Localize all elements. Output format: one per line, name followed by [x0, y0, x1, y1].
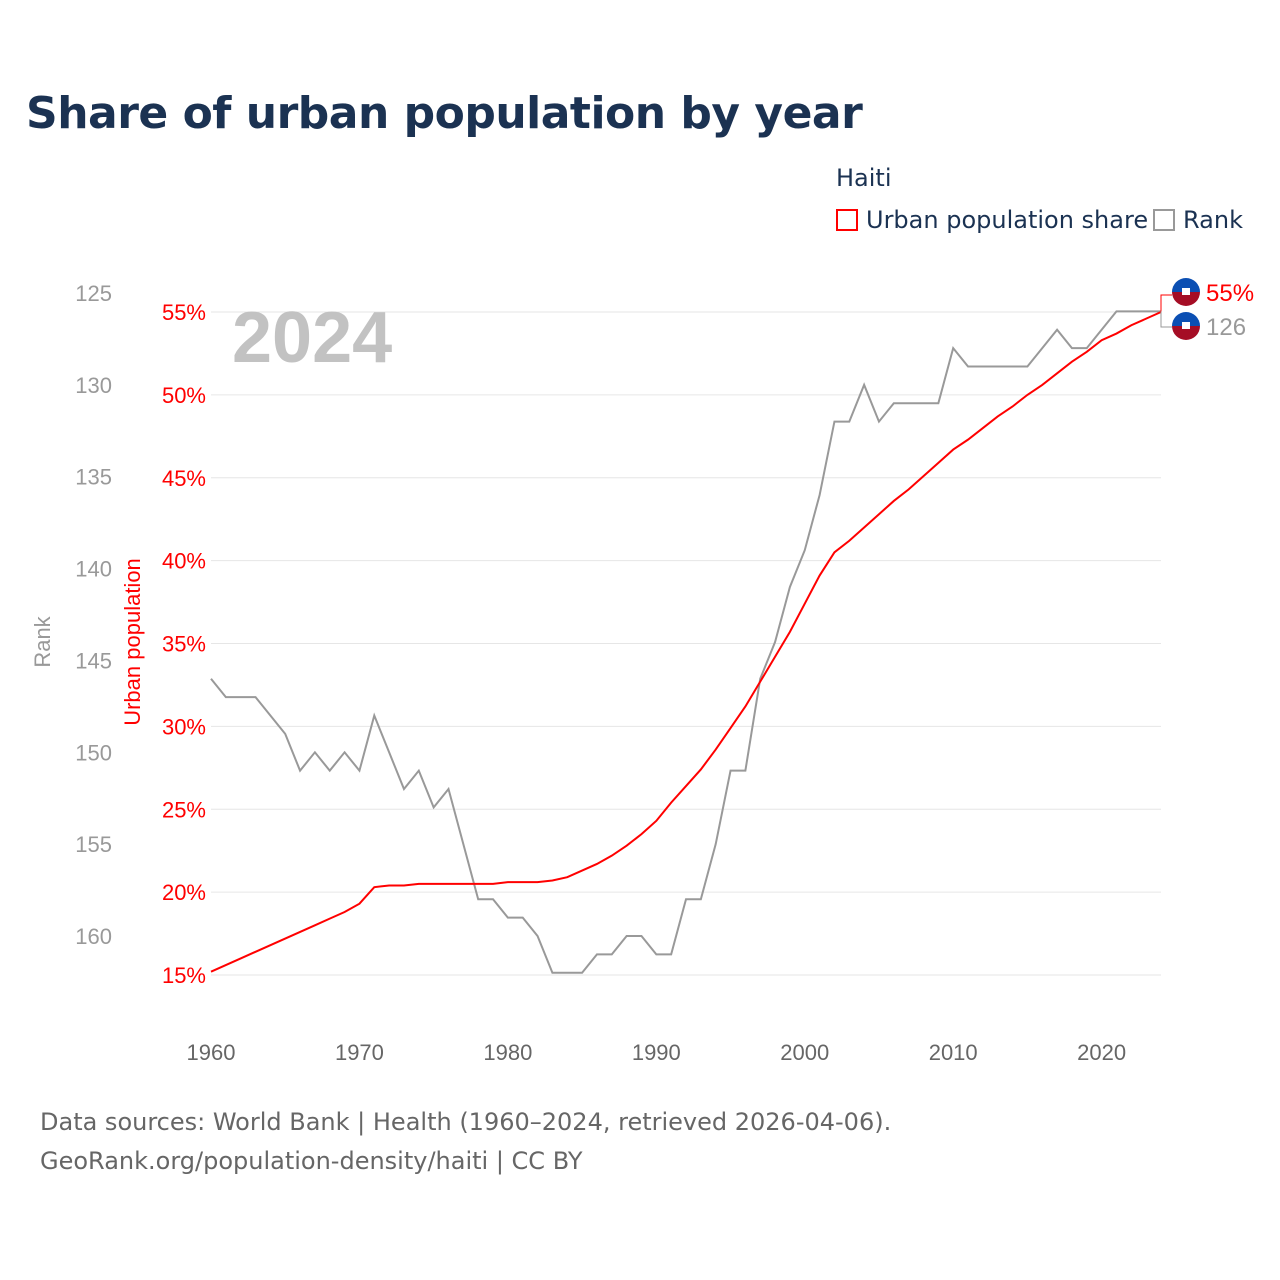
footer-link[interactable]: GeoRank.org/population-density/haiti | C…	[40, 1147, 583, 1175]
legend-title: Haiti	[836, 164, 892, 192]
footer-sources: Data sources: World Bank | Health (1960–…	[40, 1108, 892, 1136]
y-left-tick-label: 40%	[162, 549, 206, 574]
x-tick-label: 2010	[929, 1040, 978, 1065]
year-watermark: 2024	[232, 298, 392, 378]
end-value-label: 126	[1206, 314, 1246, 341]
x-tick-label: 1970	[335, 1040, 384, 1065]
y-left-tick-label: 50%	[162, 383, 206, 408]
urban-share-line	[210, 311, 1162, 973]
x-tick-label: 1990	[632, 1040, 681, 1065]
y-right-tick-label: 155	[75, 832, 112, 857]
y-right-tick-label: 130	[75, 373, 112, 398]
haiti-flag-icon	[1172, 326, 1200, 340]
y-right-tick-label: 125	[75, 281, 112, 306]
haiti-flag-emblem	[1182, 322, 1190, 329]
legend-swatch-rank	[1153, 209, 1175, 231]
legend-item-rank[interactable]: Rank	[1153, 206, 1243, 234]
legend-label: Urban population share	[866, 206, 1149, 234]
haiti-flag-icon	[1172, 312, 1200, 326]
haiti-flag-icon	[1172, 278, 1200, 292]
y-left-tick-label: 20%	[162, 880, 206, 905]
y-left-tick-label: 45%	[162, 466, 206, 491]
connector-rank	[1160, 311, 1172, 328]
legend-item-urban[interactable]: Urban population share	[836, 206, 1148, 234]
legend-label: Rank	[1183, 206, 1243, 234]
y-left-tick-label: 25%	[162, 797, 206, 822]
end-value-label: 55%	[1206, 280, 1254, 307]
y-right-tick-label: 145	[75, 648, 112, 673]
haiti-flag-icon	[1172, 292, 1200, 306]
rank-line	[210, 310, 1161, 974]
haiti-flag-emblem	[1182, 288, 1190, 295]
connector-urban	[1160, 294, 1172, 312]
x-tick-label: 1980	[483, 1040, 532, 1065]
y-left-tick-label: 15%	[162, 963, 206, 988]
x-tick-label: 2000	[780, 1040, 829, 1065]
y-right-tick-label: 150	[75, 740, 112, 765]
y-right-tick-label: 135	[75, 465, 112, 490]
y-right-tick-label: 140	[75, 557, 112, 582]
y-left-axis-label: Urban population	[120, 558, 145, 726]
y-right-tick-label: 160	[75, 924, 112, 949]
y-left-tick-label: 35%	[162, 632, 206, 657]
y-right-axis-label: Rank	[30, 615, 55, 667]
y-left-tick-label: 30%	[162, 714, 206, 739]
x-tick-label: 1960	[187, 1040, 236, 1065]
chart-title: Share of urban population by year	[26, 88, 863, 139]
legend-swatch-urban	[836, 209, 858, 231]
x-tick-label: 2020	[1077, 1040, 1126, 1065]
y-left-tick-label: 55%	[162, 300, 206, 325]
